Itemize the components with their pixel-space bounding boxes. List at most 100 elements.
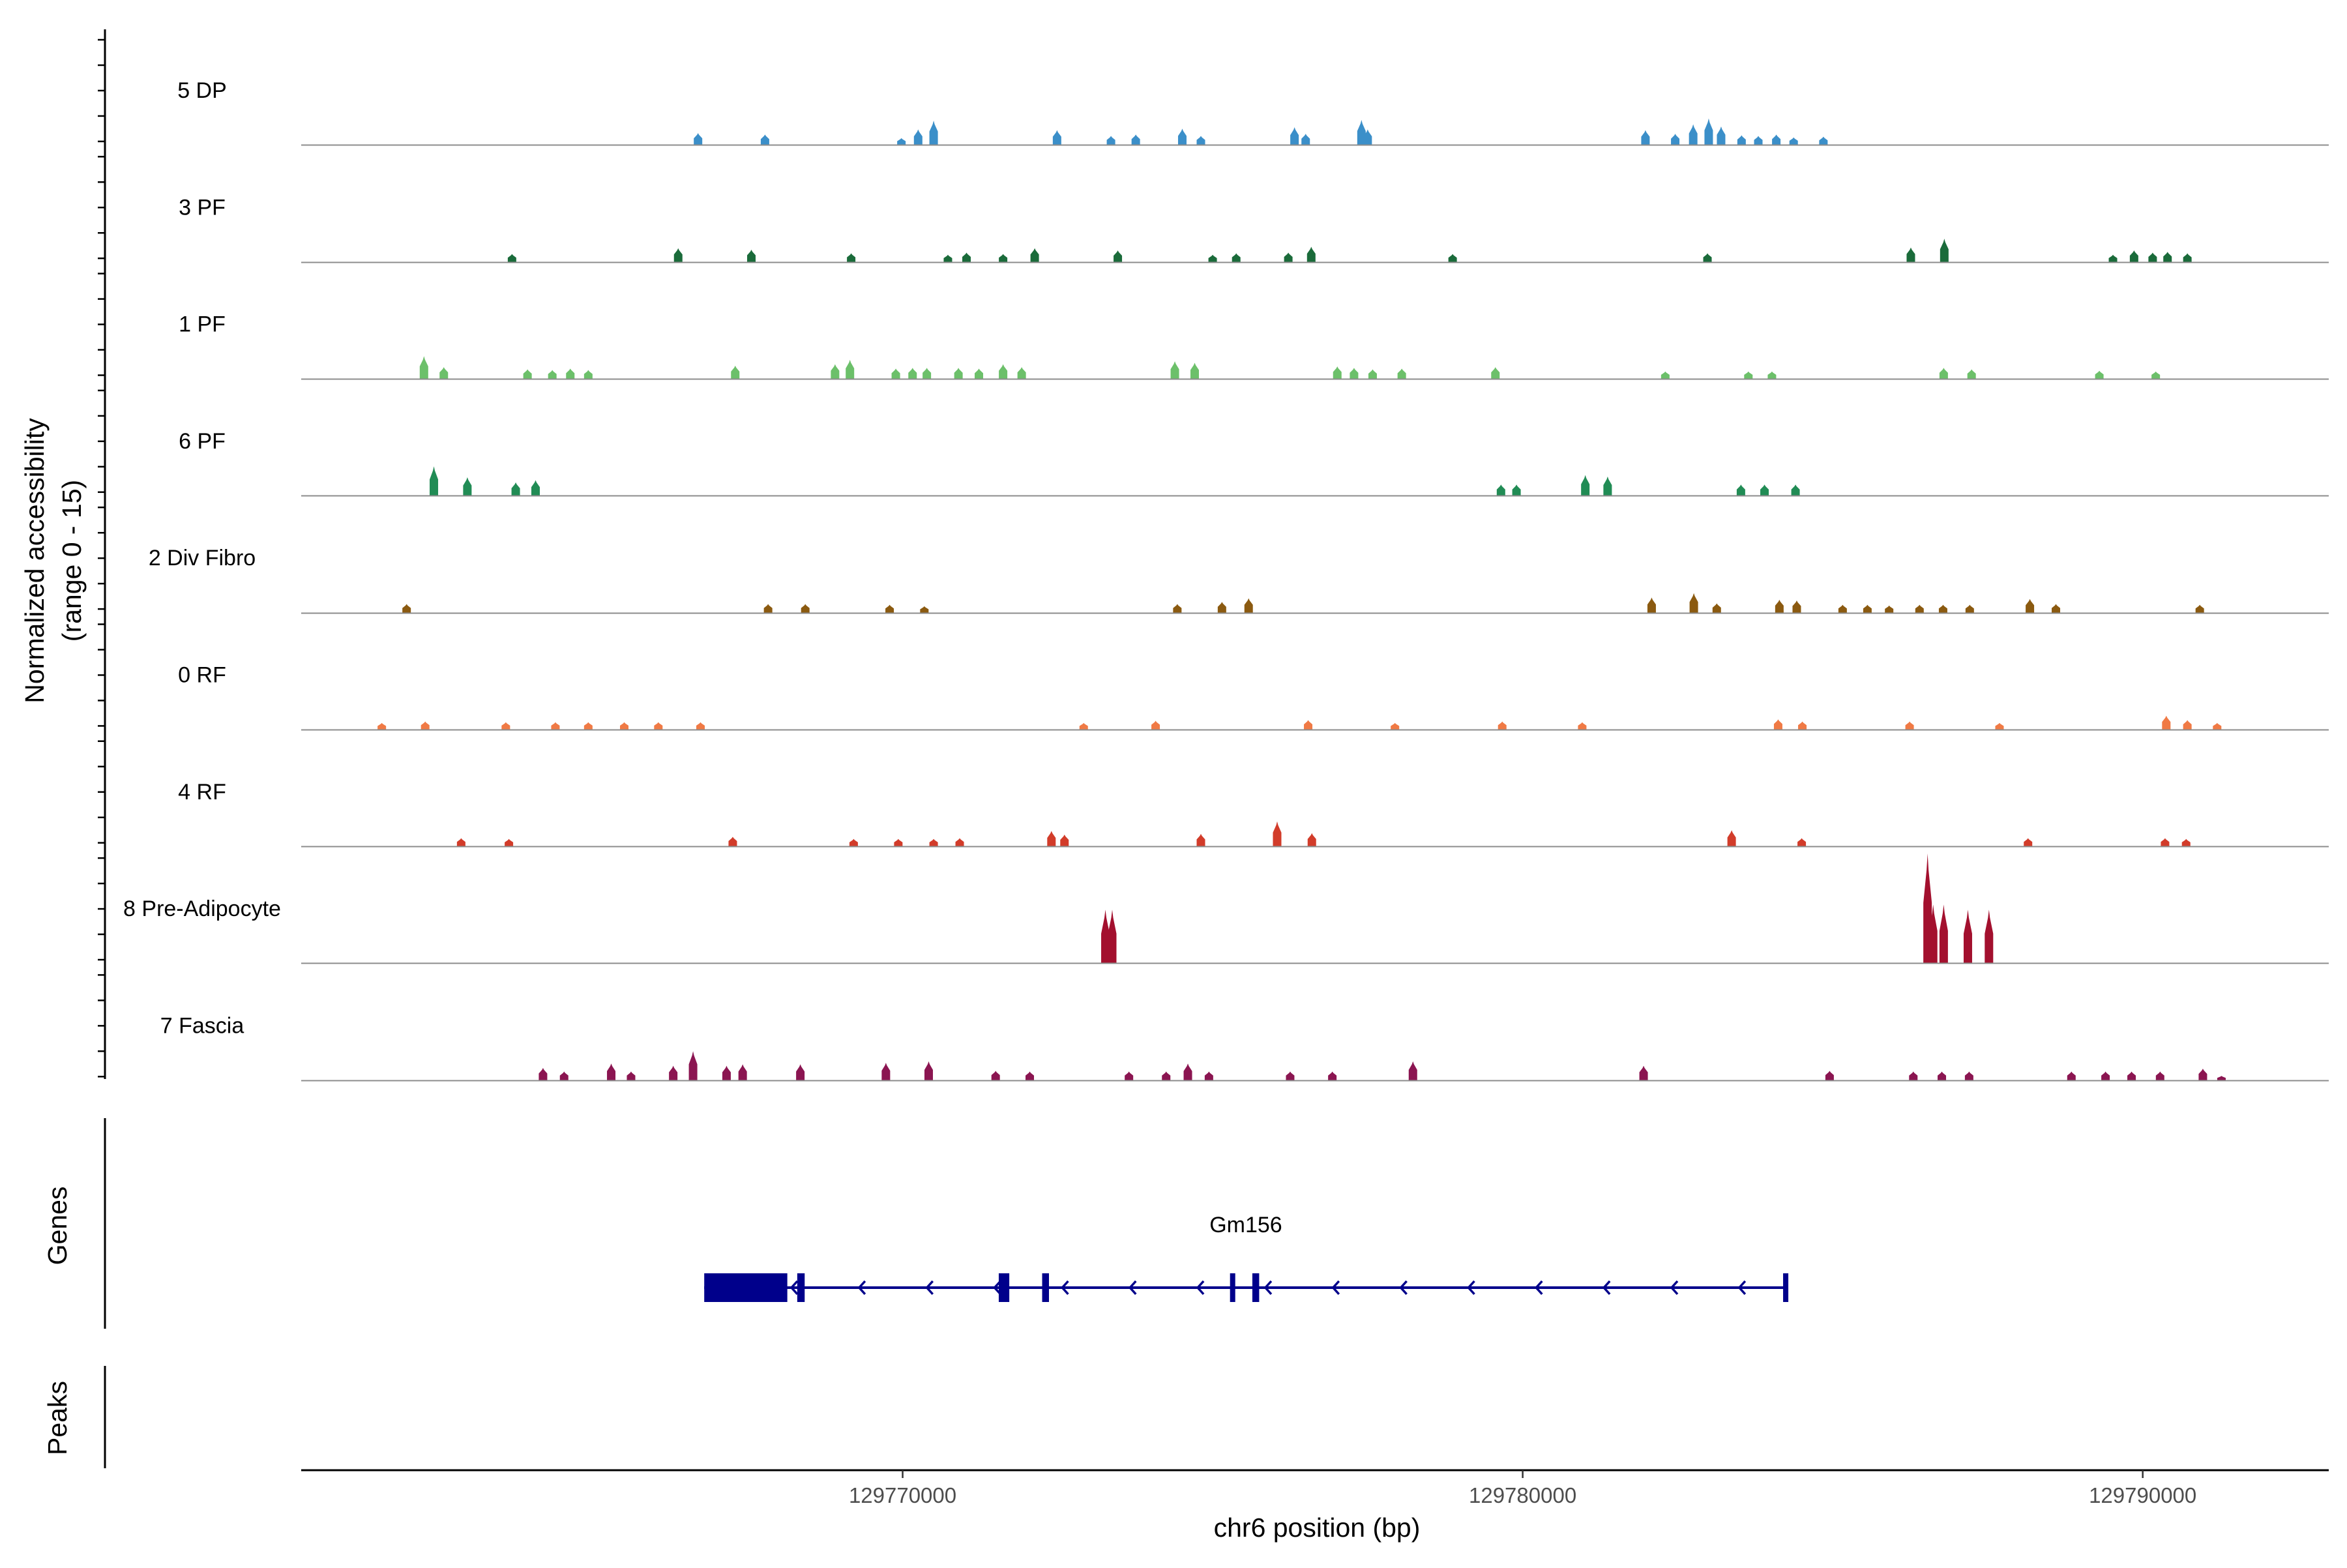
coverage-peak [377, 722, 387, 730]
coverage-peak [1797, 838, 1807, 846]
coverage-peak [1190, 362, 1199, 379]
coverage-peak [2052, 604, 2061, 613]
coverage-peak [722, 1065, 731, 1080]
coverage-peak [1079, 722, 1088, 730]
coverage-peak [501, 722, 510, 730]
coverage-peak [1408, 1061, 1417, 1080]
gene-exon [1783, 1273, 1789, 1302]
coverage-peak [1328, 1071, 1337, 1080]
strand-arrow [1263, 1280, 1273, 1295]
coverage-peak [1306, 246, 1316, 262]
strand-arrow [1331, 1280, 1340, 1295]
coverage-peak [1798, 721, 1807, 730]
coverage-peak [1760, 484, 1769, 496]
coverage-peak [1963, 910, 1972, 963]
coverage-peak [511, 482, 520, 496]
coverage-peak [1965, 604, 1974, 613]
coverage-peak [924, 1061, 933, 1080]
coverage-peak [1131, 134, 1140, 145]
track-label: 3 PF [179, 195, 226, 220]
coverage-peak [1204, 1071, 1213, 1080]
track-label: 7 Fascia [160, 1013, 244, 1038]
coverage-peak [1639, 1065, 1648, 1080]
coverage-peak [1641, 130, 1650, 145]
coverage-peak [1151, 720, 1160, 730]
track-label: 4 RF [178, 780, 226, 805]
coverage-peak [1767, 371, 1777, 379]
coverage-peak [1578, 722, 1587, 730]
coverage-peak [881, 1063, 891, 1080]
coverage-peak [2095, 370, 2104, 379]
gene-exon [1042, 1273, 1049, 1302]
coverage-peak [943, 254, 952, 262]
track-7: 8 Pre-Adipocyte [123, 853, 2329, 964]
coverage-peak [1052, 130, 1061, 145]
coverage-peak [607, 1063, 616, 1080]
coverage-peak [1905, 721, 1914, 730]
coverage-peak [1939, 368, 1948, 379]
coverage-peak [419, 356, 428, 379]
gene-exon [1230, 1273, 1235, 1302]
track-label: 5 DP [177, 78, 227, 103]
coverage-peak [1885, 605, 1894, 613]
coverage-peak [731, 365, 740, 379]
strand-arrow [857, 1280, 866, 1295]
coverage-peak [456, 838, 465, 846]
coverage-peak [1581, 475, 1590, 496]
coverage-peak [999, 254, 1008, 262]
coverage-peak [463, 477, 472, 496]
coverage-peak [2181, 838, 2191, 846]
coverage-peak [2217, 1076, 2226, 1080]
coverage-peak [1208, 254, 1217, 262]
strand-arrow [790, 1280, 799, 1295]
track-label: 2 Div Fibro [149, 546, 256, 570]
coverage-peak [1307, 833, 1316, 846]
track-5: 0 RF [178, 663, 2329, 731]
tracks-layer: 5 DP 3 PF 1 PF 6 PF 2 Div Fibro 0 RF 4 RF 8 Pre… [123, 78, 2329, 1082]
coverage-peak [439, 367, 449, 379]
coverage-peak [1177, 128, 1187, 145]
coverage-peak [1995, 722, 2004, 730]
coverage-peak [1232, 253, 1241, 262]
coverage-peak [1217, 602, 1226, 613]
coverage-peak [1196, 136, 1205, 145]
coverage-peak [620, 722, 629, 730]
coverage-peak [2151, 371, 2161, 379]
track-3: 6 PF [179, 429, 2329, 497]
coverage-peak [2213, 722, 2222, 730]
coverage-peak [897, 138, 906, 145]
coverage-peak [1939, 904, 1948, 963]
strand-arrow [993, 1280, 1001, 1295]
coverage-peak [1603, 476, 1612, 496]
track-label: 8 Pre-Adipocyte [123, 896, 281, 921]
coverage-peak [1727, 830, 1736, 846]
coverage-peak [1333, 366, 1342, 379]
coverage-peak [1661, 371, 1670, 379]
strand-arrow [1670, 1280, 1679, 1295]
coverage-peak [1863, 604, 1872, 613]
coverage-peak [746, 249, 756, 262]
strand-arrow [1602, 1280, 1611, 1295]
coverage-peak [894, 838, 903, 846]
coverage-peak [1964, 1071, 1973, 1080]
coverage-peak [566, 368, 575, 379]
coverage-peak [627, 1071, 636, 1080]
coverage-peak [1915, 604, 1924, 613]
coverage-peak [849, 838, 858, 846]
coverage-peak [955, 838, 964, 846]
coverage-peak [1496, 484, 1505, 496]
coverage-peak [548, 370, 557, 379]
coverage-peak [763, 604, 773, 613]
coverage-peak [1906, 247, 1915, 262]
coverage-peak [954, 368, 963, 379]
strand-arrow [1061, 1280, 1069, 1295]
strand-arrow [1467, 1280, 1475, 1295]
coverage-peak [1717, 126, 1726, 145]
coverage-peak [2163, 252, 2172, 262]
genes-layer: Gm156 [704, 1213, 1789, 1302]
coverage-peak [2161, 838, 2170, 846]
coverage-peak [847, 253, 856, 262]
coverage-peak [1017, 367, 1026, 379]
coverage-peak [801, 604, 810, 613]
coverage-peak [2198, 1069, 2207, 1080]
